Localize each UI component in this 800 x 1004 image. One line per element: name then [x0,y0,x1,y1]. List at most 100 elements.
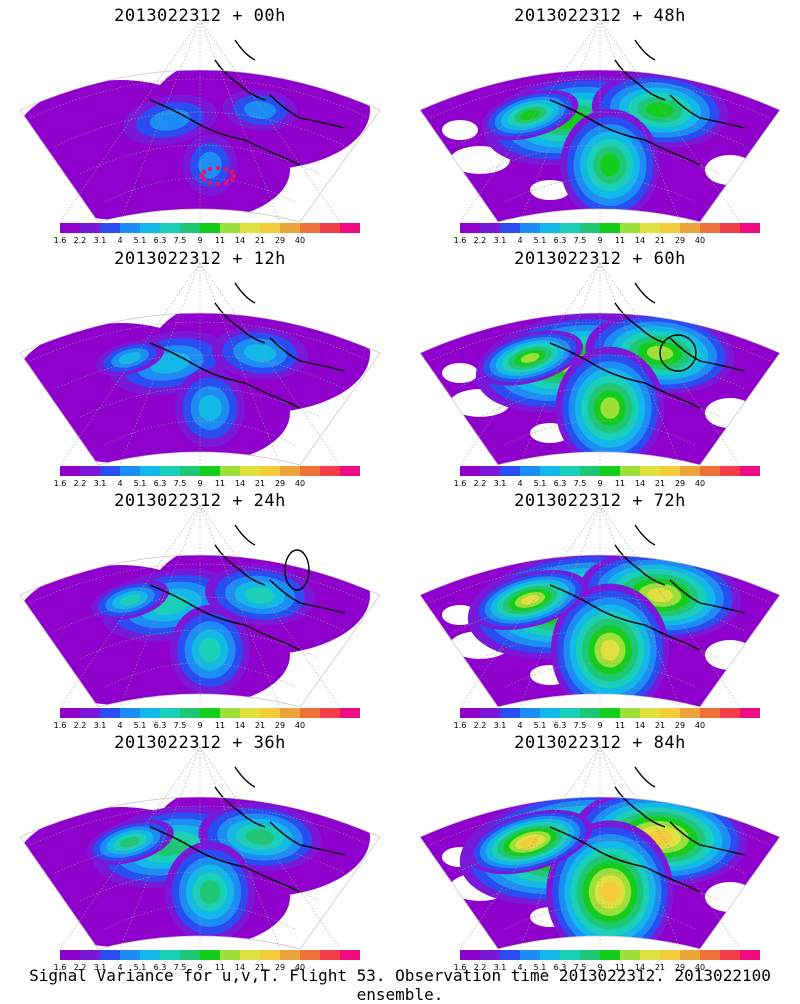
colorbar-labels: 1.6 2.2 3.1 4 5.1 6.3 7.5 9 11 14 21 29 40 [54,721,360,731]
dropsonde-point [229,177,235,183]
colorbar-tick-label: 9 [197,963,203,972]
colorbar-tick-label: 21 [654,479,666,488]
colorbar-swatch [100,223,120,233]
variance-contour [450,146,510,174]
colorbar-swatch [560,950,580,960]
colorbar-swatch [520,708,540,718]
map-panel: 2013022312 + 72h 1.6 2.2 3.1 4 5.1 6.3 7.5 9 11 14… [400,485,800,730]
graticule-line [599,746,681,950]
colorbar-tick-label: 7.5 [173,236,187,245]
map-panel: 2013022312 + 36h 1.6 2.2 3.1 4 5.1 6.3 7.5 9 11 14… [0,727,400,972]
colorbar-swatch [300,950,320,960]
colorbar-swatch [540,708,560,718]
graticule-line [199,262,341,466]
colorbar-tick-label: 29 [674,963,686,972]
colorbar [460,950,760,960]
variance-contour [20,140,120,200]
colorbar-swatch [640,223,660,233]
dropsonde-point [201,177,207,183]
map-boundary [19,69,381,223]
colorbar-swatch [60,466,80,476]
colorbar-swatch [60,223,80,233]
variance-map [19,262,381,466]
colorbar-tick-label: 14 [634,479,646,488]
variance-contour [600,153,620,177]
colorbar-tick-label: 3.1 [93,963,107,972]
colorbar-swatch [60,708,80,718]
colorbar-swatch [520,950,540,960]
colorbar-tick-label: 5.1 [533,479,547,488]
colorbar-swatch [80,950,100,960]
colorbar-tick-label: 6.3 [553,721,567,730]
graticule-line [199,262,281,466]
graticule-line [599,19,741,223]
variance-contour [118,352,142,364]
colorbar-swatch [700,950,720,960]
colorbar-swatch [160,223,180,233]
colorbar-tick-label: 4 [517,721,523,730]
dropsonde-point [207,180,213,186]
coastline [549,524,746,651]
panel-title: 2013022312 + 60h [514,249,686,269]
colorbar-swatch [660,708,680,718]
map-boundary [419,69,781,223]
verification-region-circle [284,549,310,591]
map-panel: 2013022312 + 24h 1.6 2.2 3.1 4 5.1 6.3 7.5 9 11 14… [0,485,400,730]
colorbar-tick-label: 1.6 [53,721,67,730]
colorbar-tick-label: 40 [294,236,306,245]
colorbar-tick-label: 6.3 [553,963,567,972]
colorbar-tick-label: 2.2 [73,963,87,972]
panel-title: 2013022312 + 84h [514,733,686,753]
graticule-line [454,838,746,874]
colorbar-tick-label: 40 [294,479,306,488]
colorbar-swatch [660,223,680,233]
colorbar-tick-label: 7.5 [573,721,587,730]
graticule-line [429,78,771,119]
colorbar-swatch [140,466,160,476]
colorbar-swatch [740,466,760,476]
colorbar-swatch [540,950,560,960]
graticule-line [54,838,346,874]
colorbar-swatch [180,223,200,233]
colorbar-tick-label: 2.2 [73,479,87,488]
colorbar-tick-label: 2.2 [473,236,487,245]
dropsonde-point [215,181,221,187]
colorbar-tick-label: 4 [517,963,523,972]
panel-title: 2013022312 + 36h [114,733,286,753]
variance-map [19,19,381,223]
colorbar-tick-label: 1.6 [453,721,467,730]
colorbar-labels: 1.6 2.2 3.1 4 5.1 6.3 7.5 9 11 14 21 29 40 [454,479,760,489]
colorbar-swatch [80,708,100,718]
colorbar-tick-label: 7.5 [173,479,187,488]
colorbar-swatch [540,466,560,476]
graticule-line [429,805,771,846]
graticule-line [29,78,371,119]
colorbar-swatch [620,223,640,233]
colorbar-swatch [340,708,360,718]
graticule-line [119,746,201,950]
colorbar-labels: 1.6 2.2 3.1 4 5.1 6.3 7.5 9 11 14 21 29 40 [54,236,360,246]
variance-contour [442,363,478,383]
colorbar-swatch [80,223,100,233]
colorbar-tick-label: 21 [254,479,266,488]
colorbar-swatch [720,466,740,476]
variance-contour [199,880,221,904]
colorbar-labels: 1.6 2.2 3.1 4 5.1 6.3 7.5 9 11 14 21 29 40 [54,963,360,973]
colorbar-tick-label: 21 [654,236,666,245]
colorbar-tick-label: 5.1 [133,479,147,488]
colorbar-tick-label: 9 [597,963,603,972]
colorbar-swatch [680,223,700,233]
colorbar-tick-label: 2.2 [73,236,87,245]
colorbar-swatch [720,223,740,233]
colorbar-swatch [480,708,500,718]
colorbar-swatch [600,950,620,960]
colorbar-swatch [600,223,620,233]
colorbar-tick-label: 9 [597,721,603,730]
variance-map [419,504,781,708]
colorbar-tick-label: 21 [254,721,266,730]
graticule-line [59,504,201,708]
colorbar-tick-label: 4 [117,236,123,245]
colorbar-swatch [100,466,120,476]
dropsonde-point [207,166,213,172]
colorbar-tick-label: 4 [117,721,123,730]
